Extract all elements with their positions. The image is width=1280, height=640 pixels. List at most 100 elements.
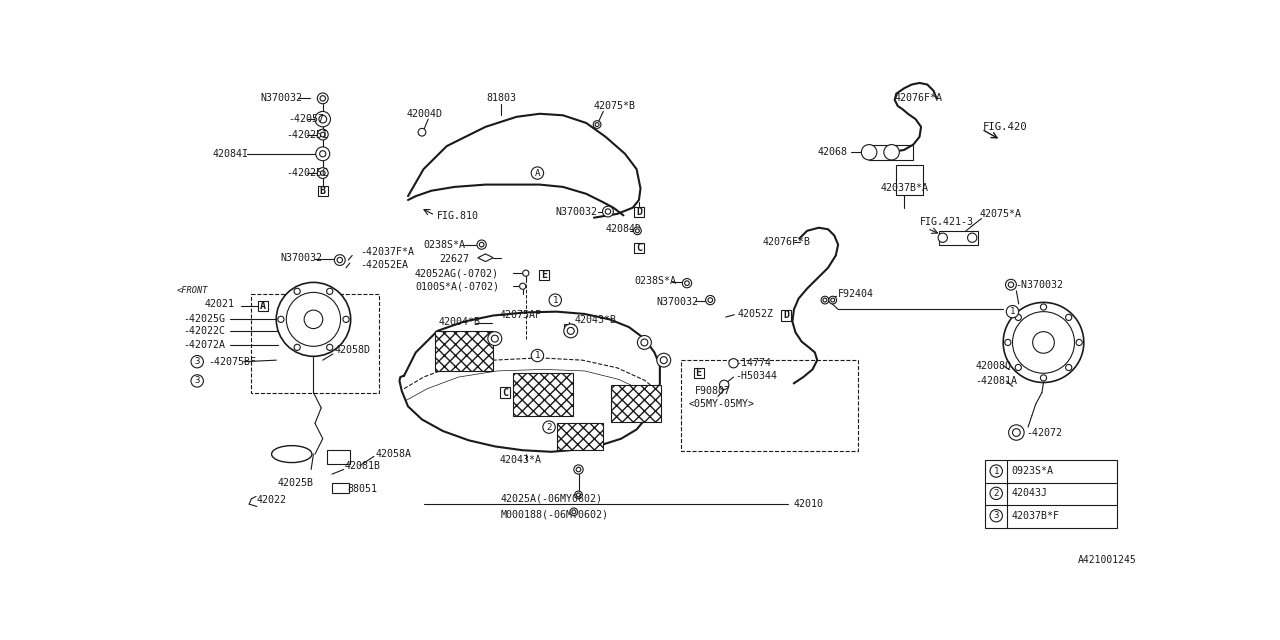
Text: 3: 3: [195, 376, 200, 385]
Circle shape: [989, 465, 1002, 477]
Text: 0238S*A: 0238S*A: [424, 239, 466, 250]
Circle shape: [968, 233, 977, 243]
Bar: [512, 373, 573, 415]
Text: 2: 2: [547, 422, 552, 431]
Circle shape: [938, 233, 947, 243]
Text: -42037F*A: -42037F*A: [360, 246, 413, 257]
Text: 42004*B: 42004*B: [439, 317, 481, 326]
Circle shape: [719, 380, 728, 389]
Circle shape: [520, 283, 526, 289]
Circle shape: [1041, 304, 1047, 310]
Bar: [781, 310, 791, 321]
Text: C: C: [502, 387, 508, 397]
Circle shape: [319, 115, 326, 123]
Text: 42075*B: 42075*B: [594, 101, 636, 111]
Text: 42084D: 42084D: [605, 224, 641, 234]
Circle shape: [316, 147, 330, 161]
Text: -42052EA: -42052EA: [360, 260, 408, 271]
Circle shape: [861, 145, 877, 160]
Text: B: B: [320, 186, 325, 196]
Circle shape: [191, 375, 204, 387]
Circle shape: [660, 356, 667, 364]
Circle shape: [317, 93, 328, 104]
Text: 42075AF: 42075AF: [499, 310, 541, 321]
Text: 42025B: 42025B: [278, 478, 314, 488]
Text: 42043J: 42043J: [1011, 488, 1048, 499]
Text: 42084I: 42084I: [212, 148, 248, 159]
Text: 1: 1: [535, 351, 540, 360]
Circle shape: [567, 328, 575, 334]
Text: 2: 2: [993, 489, 998, 498]
Circle shape: [1004, 303, 1084, 383]
Text: N370032: N370032: [280, 253, 323, 263]
Text: FIG.421-3: FIG.421-3: [919, 216, 974, 227]
Circle shape: [1066, 314, 1071, 321]
Circle shape: [317, 168, 328, 179]
Text: 1: 1: [993, 467, 998, 476]
Text: FIG.810: FIG.810: [436, 211, 479, 221]
Circle shape: [294, 288, 301, 294]
Text: A: A: [260, 301, 266, 311]
Circle shape: [657, 353, 671, 367]
Circle shape: [1066, 364, 1071, 371]
Circle shape: [682, 278, 691, 288]
Bar: [332, 483, 349, 493]
Text: E: E: [695, 368, 701, 378]
Circle shape: [1015, 364, 1021, 371]
Bar: [681, 360, 858, 451]
Circle shape: [1041, 375, 1047, 381]
Circle shape: [820, 296, 829, 304]
Circle shape: [575, 491, 582, 499]
Circle shape: [419, 129, 426, 136]
Circle shape: [479, 243, 484, 247]
Text: 42043*A: 42043*A: [499, 455, 541, 465]
Text: 42037B*F: 42037B*F: [1011, 511, 1060, 521]
Text: 42010: 42010: [794, 499, 824, 509]
Circle shape: [337, 257, 343, 263]
Bar: [634, 243, 644, 253]
Text: <05MY-05MY>: <05MY-05MY>: [689, 399, 754, 409]
Text: <FRONT: <FRONT: [177, 286, 209, 296]
Text: -42057: -42057: [288, 114, 324, 124]
Text: 42052Z: 42052Z: [737, 309, 773, 319]
Text: -H50344: -H50344: [735, 371, 777, 381]
Circle shape: [641, 339, 648, 346]
Circle shape: [705, 296, 716, 305]
Text: 42052AG(-0702): 42052AG(-0702): [415, 268, 498, 278]
Bar: [564, 324, 575, 334]
Circle shape: [320, 171, 325, 175]
Text: 42058A: 42058A: [375, 449, 411, 459]
Circle shape: [570, 508, 577, 516]
Circle shape: [287, 292, 340, 346]
Text: 0238S*A: 0238S*A: [635, 276, 676, 286]
Circle shape: [1015, 314, 1021, 321]
Circle shape: [326, 288, 333, 294]
Bar: [326, 451, 349, 464]
Bar: [896, 165, 923, 195]
Circle shape: [1005, 339, 1011, 346]
Bar: [938, 231, 978, 244]
Circle shape: [320, 95, 325, 101]
Text: 42043*B: 42043*B: [575, 315, 617, 325]
Text: F92404: F92404: [838, 289, 874, 299]
Circle shape: [522, 270, 529, 276]
Circle shape: [1009, 282, 1014, 287]
Bar: [694, 368, 704, 378]
Bar: [251, 294, 379, 392]
Text: 42081B: 42081B: [344, 461, 380, 470]
Circle shape: [635, 229, 639, 233]
Circle shape: [488, 332, 502, 346]
Circle shape: [320, 150, 326, 157]
Text: D: D: [636, 207, 643, 216]
Text: 42037B*A: 42037B*A: [881, 184, 929, 193]
Text: E: E: [540, 271, 547, 280]
Circle shape: [989, 487, 1002, 500]
Bar: [986, 460, 1117, 528]
Bar: [869, 145, 891, 160]
Text: D: D: [783, 310, 790, 321]
Text: 22627: 22627: [439, 254, 468, 264]
Text: N370032: N370032: [261, 93, 303, 103]
Text: 42068: 42068: [817, 147, 847, 157]
Text: 42021: 42021: [205, 299, 236, 309]
Text: 42008Q: 42008Q: [975, 360, 1011, 371]
